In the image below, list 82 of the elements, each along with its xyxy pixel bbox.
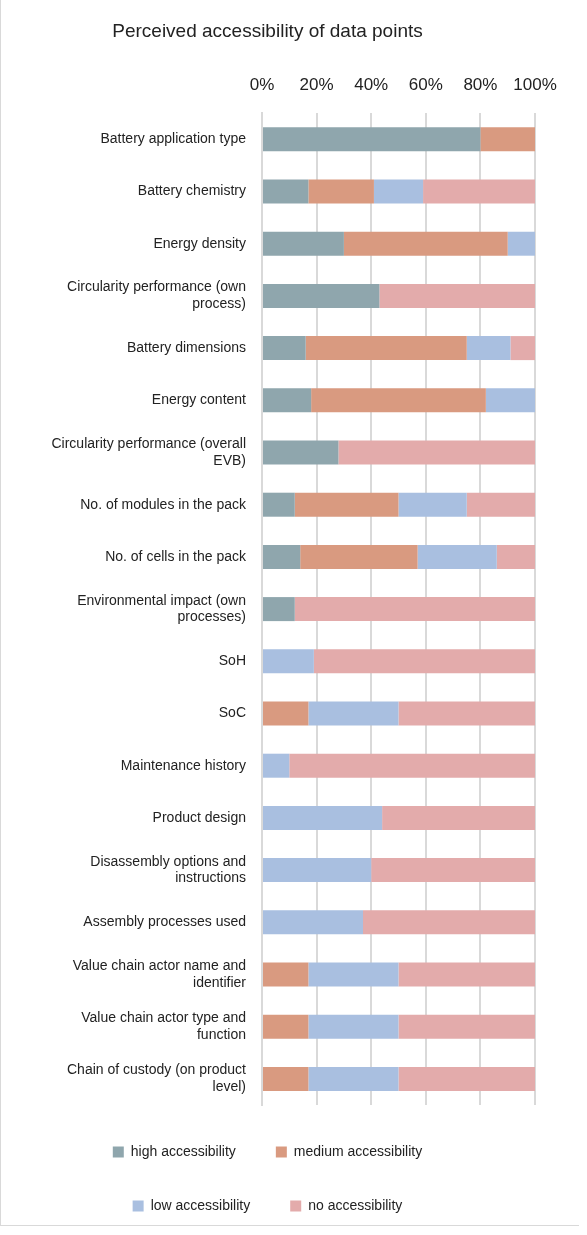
y-tick-label: Energy content	[151, 391, 247, 408]
y-tick-label: Battery chemistry	[137, 182, 246, 199]
y-tick-label: No. of modules in the pack	[80, 495, 247, 512]
bar	[263, 179, 309, 204]
bar	[263, 544, 301, 569]
bar	[263, 858, 372, 883]
bar	[308, 1014, 399, 1039]
bar	[398, 1014, 535, 1039]
legend-label: no accessibility	[308, 1196, 403, 1213]
y-tick-label: SoH	[218, 652, 246, 669]
y-tick-label: Disassembly options and instructions	[90, 852, 246, 886]
bar	[466, 492, 535, 517]
bar	[398, 962, 535, 987]
bar	[308, 179, 374, 204]
x-tick-label: 60%	[408, 74, 443, 94]
bar	[308, 1066, 399, 1091]
bar	[398, 1066, 535, 1091]
bar	[485, 388, 535, 413]
bar	[338, 440, 535, 465]
bar	[263, 336, 306, 361]
bar	[263, 283, 380, 308]
bar	[379, 283, 535, 308]
y-tick-label: Chain of custody (on product level)	[67, 1061, 247, 1095]
bar	[263, 1066, 309, 1091]
x-tick-label: 100%	[513, 74, 557, 94]
bar	[263, 440, 339, 465]
bar	[263, 1014, 309, 1039]
bar	[294, 492, 399, 517]
bar	[398, 492, 467, 517]
bar	[480, 127, 535, 152]
bar	[417, 544, 497, 569]
y-tick-label: Product design	[152, 808, 246, 825]
bar	[371, 858, 535, 883]
bar	[305, 336, 467, 361]
bar	[263, 910, 364, 935]
bar	[496, 544, 535, 569]
bar	[308, 962, 399, 987]
bar	[382, 805, 535, 830]
legend-label: medium accessibility	[293, 1142, 423, 1159]
y-tick-label: Circularity performance (overall EVB)	[51, 434, 246, 468]
bar	[263, 597, 295, 622]
bar	[263, 388, 312, 413]
bar	[289, 753, 535, 778]
y-tick-label: Battery dimensions	[126, 338, 246, 355]
legend-label: low accessibility	[150, 1196, 251, 1213]
y-tick-label: Energy density	[153, 234, 246, 251]
bar	[343, 231, 508, 256]
bar	[373, 179, 424, 204]
y-tick-label: Circularity performance (own process)	[67, 278, 246, 312]
bar	[263, 805, 383, 830]
bar	[507, 231, 535, 256]
bar	[263, 962, 309, 987]
x-tick-label: 80%	[463, 74, 498, 94]
bar	[294, 597, 535, 622]
bar	[363, 910, 535, 935]
x-tick-label: 20%	[299, 74, 334, 94]
x-tick-label: 40%	[354, 74, 389, 94]
bar	[263, 231, 344, 256]
y-tick-label: Maintenance history	[120, 756, 246, 773]
y-tick-label: SoC	[218, 704, 246, 721]
y-tick-label: Assembly processes used	[83, 913, 246, 930]
bar	[398, 701, 535, 726]
y-tick-label: Battery application type	[100, 130, 247, 147]
bar	[510, 336, 535, 361]
y-tick-label: No. of cells in the pack	[105, 547, 247, 564]
bar	[423, 179, 535, 204]
bar	[263, 701, 309, 726]
bar	[300, 544, 418, 569]
bar	[263, 127, 481, 152]
bar	[308, 701, 399, 726]
chart-title: Perceived accessibility of data points	[112, 19, 423, 41]
bar	[263, 753, 290, 778]
y-tick-label: Value chain actor type and function	[81, 1009, 246, 1042]
legend-label: high accessibility	[130, 1142, 236, 1159]
y-tick-label: Environmental impact (own processes)	[77, 591, 246, 625]
bar	[263, 649, 314, 674]
bar	[311, 388, 486, 413]
x-tick-label: 0%	[249, 74, 275, 94]
bar	[263, 492, 295, 517]
bar	[313, 649, 535, 674]
bar	[466, 336, 511, 361]
y-tick-label: Value chain actor name and identifier	[72, 956, 247, 990]
